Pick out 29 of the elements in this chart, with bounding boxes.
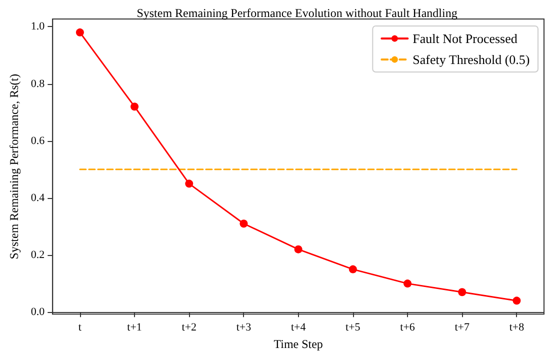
y-tick-label: 0.2 bbox=[30, 249, 45, 262]
point bbox=[130, 102, 139, 111]
x-tick-label: t+7 bbox=[454, 322, 470, 334]
legend-label: Fault Not Processed bbox=[412, 31, 518, 46]
point bbox=[76, 28, 84, 36]
y-tick-label: 1.0 bbox=[30, 20, 46, 33]
x-tick-label: t+2 bbox=[182, 322, 197, 334]
x-tick-label: t+4 bbox=[290, 322, 306, 334]
point bbox=[404, 280, 412, 288]
point bbox=[348, 265, 357, 274]
point bbox=[240, 220, 248, 228]
point bbox=[185, 180, 194, 188]
x-tick-label: t+1 bbox=[127, 322, 142, 334]
x-tick-label: t bbox=[78, 322, 82, 334]
y-tick-label: 0.0 bbox=[30, 306, 46, 318]
x-tick-label: t+6 bbox=[400, 322, 416, 334]
y-axis-title: System Remaining Performance, Rs(t) bbox=[7, 74, 21, 260]
chart-title: System Remaining Performance Evolution without Fault Handling bbox=[136, 6, 458, 20]
point bbox=[512, 296, 521, 305]
x-tick-label: t+3 bbox=[236, 322, 252, 334]
point bbox=[294, 245, 302, 254]
y-tick-label: 0.8 bbox=[30, 78, 46, 90]
y-tick-label: 0.4 bbox=[30, 192, 46, 204]
legend-label: Safety Threshold (0.5) bbox=[412, 52, 530, 67]
x-tick-label: t+5 bbox=[346, 322, 361, 334]
y-tick-label: 0.6 bbox=[30, 134, 46, 147]
x-axis-title: Time Step bbox=[274, 337, 323, 351]
point bbox=[458, 288, 466, 296]
x-tick-label: t+8 bbox=[509, 322, 525, 334]
